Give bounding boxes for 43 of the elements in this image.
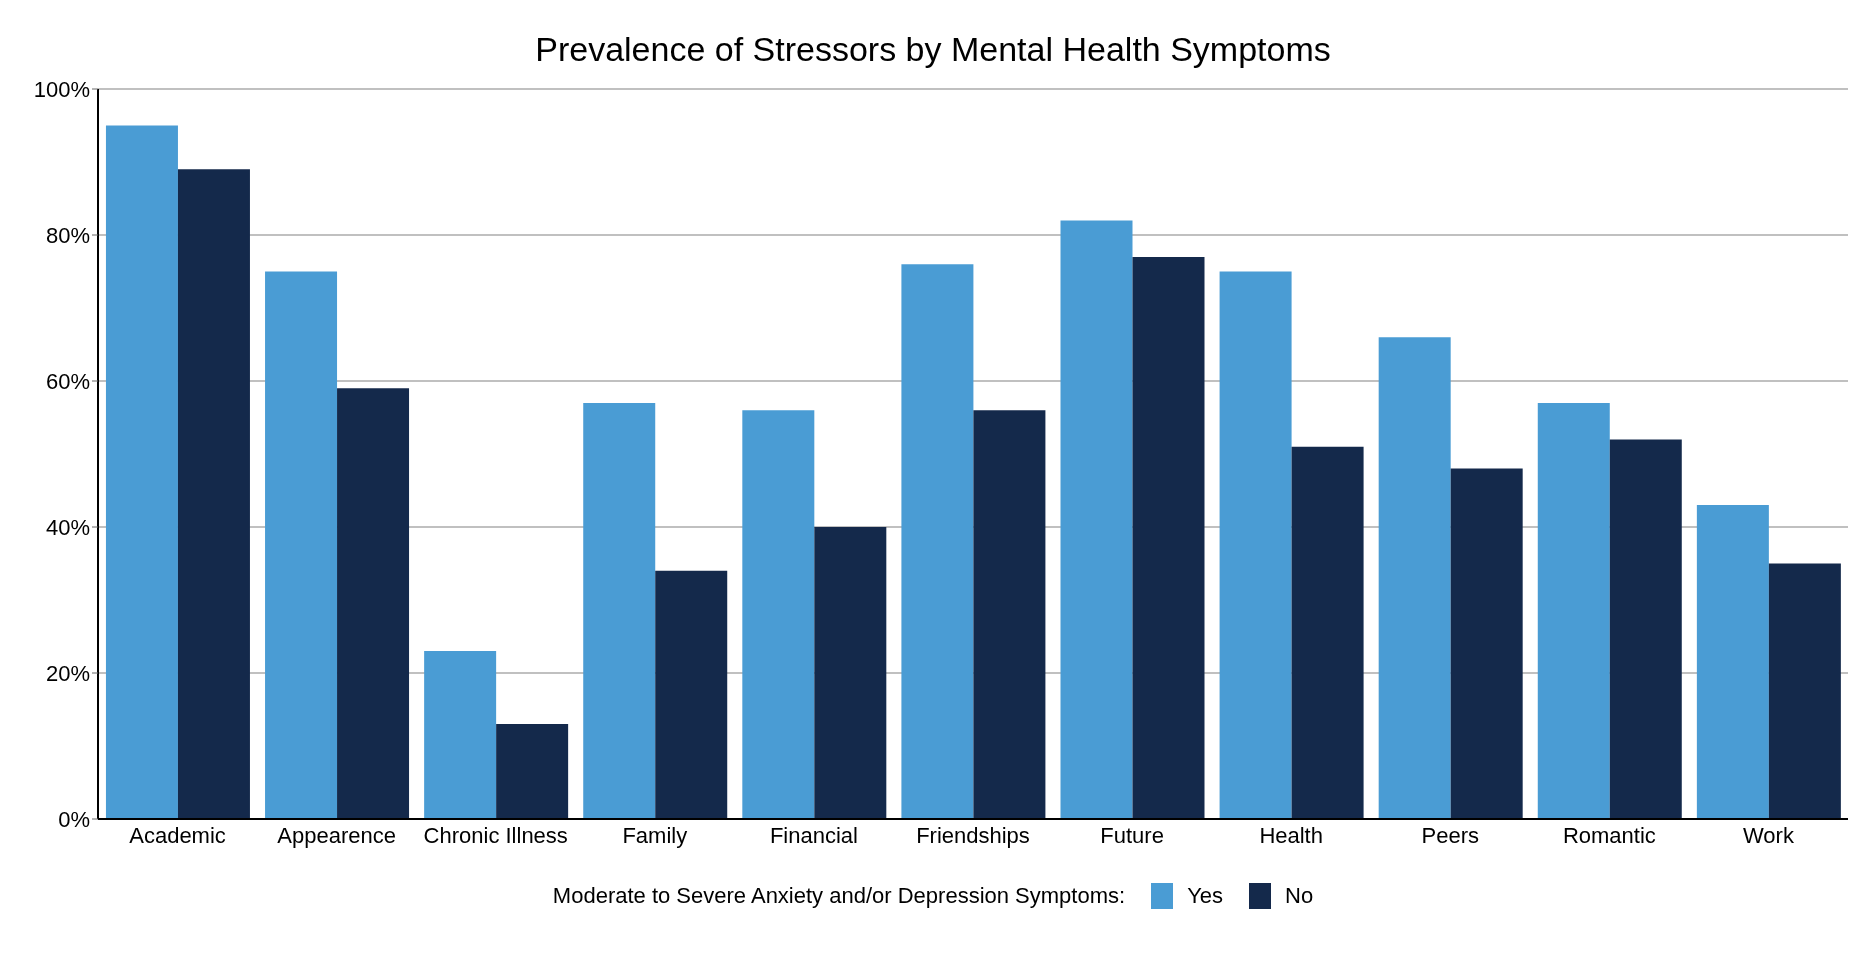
bar [1060, 220, 1133, 819]
x-tick-label: Financial [769, 822, 858, 848]
bar [105, 125, 178, 819]
y-tick-label: 20% [45, 660, 90, 686]
y-tick-label: 100% [33, 76, 90, 102]
y-tick-label: 0% [58, 806, 90, 832]
bar [496, 724, 569, 819]
legend-label: No [1285, 883, 1314, 909]
bar [265, 271, 338, 819]
x-tick-label: Peers [1421, 822, 1480, 848]
bar [583, 402, 656, 819]
bar [901, 264, 974, 819]
bar [337, 388, 410, 819]
x-tick-label: Work [1742, 822, 1795, 848]
bar [814, 527, 887, 819]
x-tick-label: Health [1259, 822, 1323, 848]
bar [424, 651, 497, 819]
chart-title: Prevalence of Stressors by Mental Health Symptoms [534, 30, 1332, 69]
y-tick-label: 80% [45, 222, 90, 248]
legend-title: Moderate to Severe Anxiety and/or Depression Symptoms: [552, 883, 1126, 909]
bar [1609, 439, 1682, 819]
bar [1378, 337, 1451, 819]
x-tick-label: Academic [129, 822, 226, 848]
bar [742, 410, 815, 819]
bar [177, 169, 250, 819]
x-tick-label: Friendships [916, 822, 1030, 848]
x-tick-label: Family [622, 822, 688, 848]
bar [973, 410, 1046, 819]
bar [1768, 563, 1841, 819]
x-tick-label: Future [1100, 822, 1164, 848]
bar [1537, 402, 1610, 819]
legend-label: Yes [1187, 883, 1224, 909]
bar [1219, 271, 1292, 819]
bar [1291, 446, 1364, 819]
bar [1696, 505, 1769, 819]
bar [1450, 468, 1523, 819]
y-tick-label: 40% [45, 514, 90, 540]
bar [1132, 256, 1205, 819]
x-tick-label: Romantic [1562, 822, 1656, 848]
bar [655, 570, 728, 819]
x-tick-label: Chronic Illness [423, 822, 568, 848]
x-tick-label: Appearence [277, 822, 396, 848]
y-tick-label: 60% [45, 368, 90, 394]
